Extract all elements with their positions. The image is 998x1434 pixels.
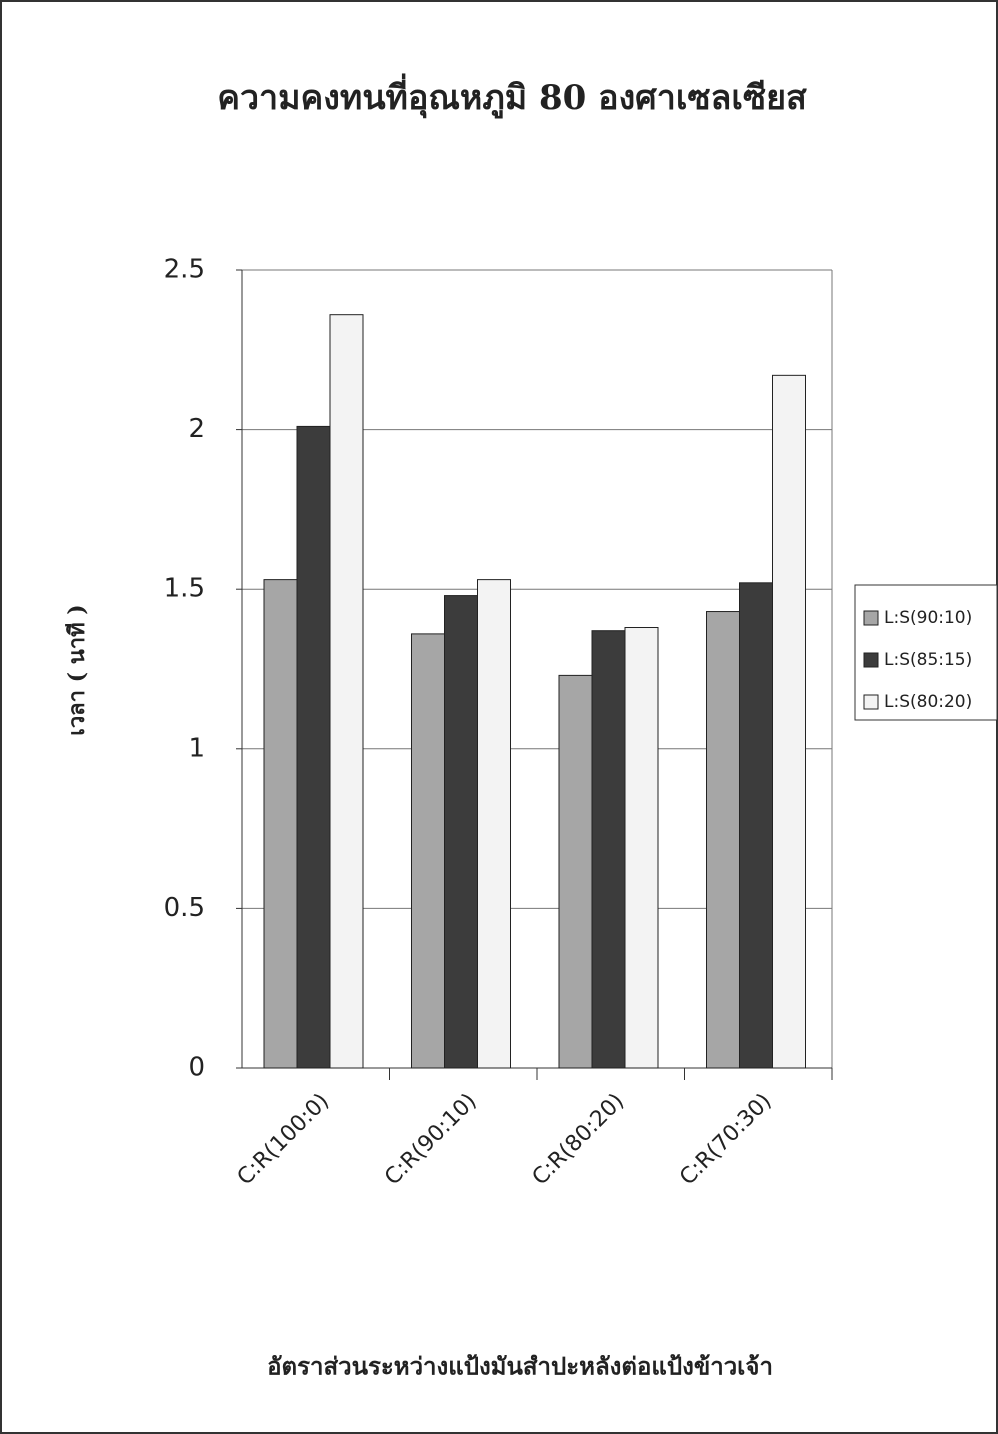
- y-axis-title: เวลา ( นาที ): [64, 604, 90, 735]
- bar: [739, 582, 773, 1069]
- legend-label: L:S(80:20): [884, 692, 972, 712]
- y-tick-label: 2: [188, 414, 205, 444]
- x-tick-label: C:R(80:20): [528, 1089, 630, 1191]
- y-tick-label: 1.5: [164, 574, 205, 604]
- y-tick-label: 0.5: [164, 893, 205, 923]
- y-tick-label: 0: [188, 1053, 205, 1083]
- x-axis-title: อัตราส่วนระหว่างแป้งมันสำปะหลังต่อแป้งข้…: [267, 1352, 773, 1381]
- bar: [558, 674, 593, 1069]
- bar: [411, 633, 445, 1069]
- bar: [706, 611, 740, 1069]
- y-tick-label: 1: [188, 733, 205, 763]
- bar: [329, 314, 364, 1069]
- legend-swatch: [863, 694, 879, 710]
- bar: [444, 595, 478, 1069]
- y-tick-label: 2.5: [164, 255, 205, 285]
- bar: [772, 374, 806, 1069]
- x-tick-label: C:R(70:30): [675, 1089, 777, 1191]
- legend-swatch: [863, 610, 879, 626]
- chart-title: ความคงทนที่อุณหภูมิ 80 องศาเซลเซียส: [217, 73, 807, 119]
- bar: [296, 425, 331, 1069]
- bar: [591, 630, 626, 1069]
- legend-swatch: [863, 652, 879, 668]
- bar: [263, 579, 298, 1069]
- legend-label: L:S(90:10): [884, 608, 972, 628]
- bar: [624, 627, 659, 1069]
- legend-label: L:S(85:15): [884, 650, 972, 670]
- legend-box: [854, 584, 998, 721]
- bar: [477, 579, 511, 1069]
- x-tick-label: C:R(90:10): [380, 1089, 482, 1191]
- x-tick-label: C:R(100:0): [233, 1089, 335, 1191]
